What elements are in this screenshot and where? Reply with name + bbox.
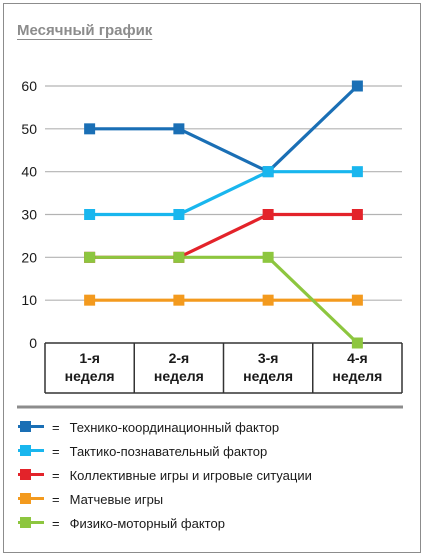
data-point bbox=[84, 123, 96, 135]
legend-swatch bbox=[18, 468, 44, 482]
y-tick-label: 0 bbox=[29, 335, 37, 351]
legend-entry: = Матчевые игры bbox=[18, 490, 163, 508]
legend-entry: = Технико-координационный фактор bbox=[18, 418, 279, 436]
series-line bbox=[89, 84, 359, 174]
data-point bbox=[173, 123, 185, 135]
legend-swatch bbox=[18, 492, 44, 506]
y-tick-label: 60 bbox=[21, 78, 37, 94]
legend-label: Тактико-познавательный фактор bbox=[69, 443, 268, 459]
legend-equals: = bbox=[52, 419, 60, 435]
y-tick-label: 50 bbox=[21, 121, 37, 137]
data-point bbox=[351, 294, 363, 306]
series-line bbox=[89, 255, 359, 345]
data-point bbox=[262, 294, 274, 306]
data-point bbox=[84, 294, 96, 306]
x-tick-label: 1-я неделя bbox=[65, 350, 115, 384]
chart-frame bbox=[3, 3, 421, 553]
legend-equals: = bbox=[52, 467, 60, 483]
data-point bbox=[351, 209, 363, 220]
data-point bbox=[262, 209, 274, 220]
y-tick-label: 10 bbox=[21, 292, 37, 308]
legend-label: Физико-моторный фактор bbox=[69, 515, 225, 531]
data-point bbox=[262, 251, 274, 263]
legend-label: Коллективные игры и игровые ситуации bbox=[69, 467, 312, 483]
y-tick-label: 40 bbox=[21, 164, 37, 180]
x-tick-label: 4-я неделя bbox=[332, 350, 382, 384]
legend-equals: = bbox=[52, 515, 60, 531]
data-point bbox=[351, 80, 363, 92]
data-point bbox=[173, 209, 185, 220]
legend-entry: = Коллективные игры и игровые ситуации bbox=[18, 466, 312, 484]
legend-equals: = bbox=[52, 491, 60, 507]
legend-swatch bbox=[18, 444, 44, 458]
x-tick-label: 3-я неделя bbox=[243, 350, 293, 384]
series-line bbox=[89, 170, 358, 217]
data-point bbox=[173, 294, 185, 306]
data-point bbox=[351, 337, 363, 349]
legend-label: Матчевые игры bbox=[69, 491, 164, 507]
legend-label: Технико-координационный фактор bbox=[69, 419, 280, 435]
data-point bbox=[173, 251, 185, 263]
data-point bbox=[262, 166, 274, 178]
y-tick-label: 20 bbox=[21, 249, 37, 265]
legend-swatch bbox=[18, 420, 44, 434]
x-tick-label: 2-я неделя bbox=[154, 350, 204, 384]
legend-entry: = Физико-моторный фактор bbox=[18, 514, 225, 532]
y-tick-label: 30 bbox=[21, 207, 37, 223]
series-line bbox=[89, 212, 358, 259]
legend-equals: = bbox=[52, 443, 60, 459]
data-point bbox=[84, 209, 96, 220]
legend-swatch bbox=[18, 516, 44, 530]
data-point bbox=[84, 251, 96, 263]
legend-entry: = Тактико-познавательный фактор bbox=[18, 442, 267, 460]
data-point bbox=[351, 166, 363, 178]
chart-title: Месячный график bbox=[17, 22, 153, 39]
